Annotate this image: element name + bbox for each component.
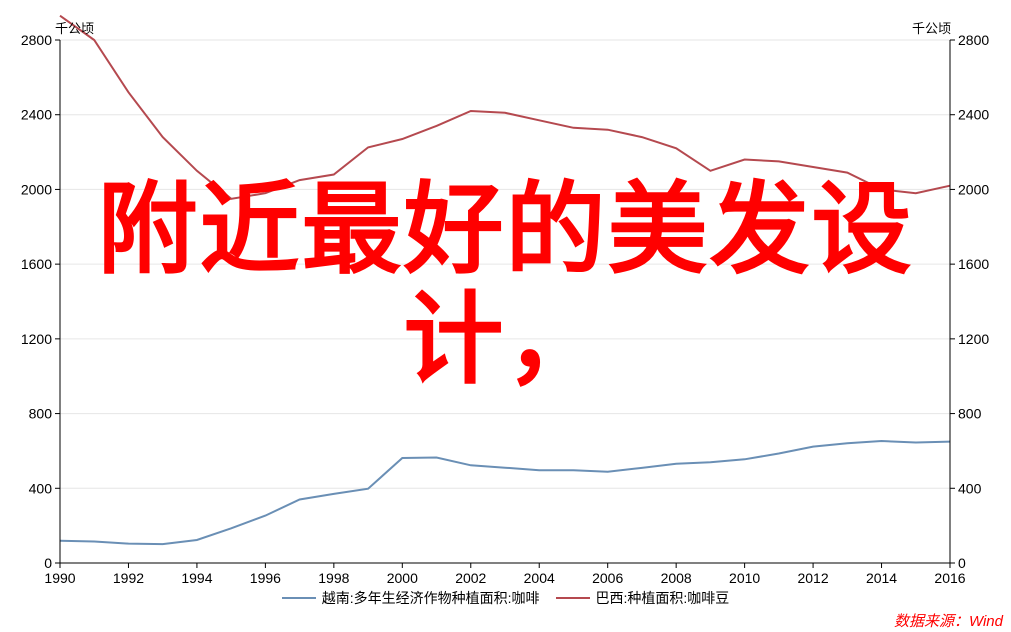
y-tick-label-right: 1600 [958, 256, 989, 272]
x-tick-label: 1998 [318, 570, 349, 586]
y-axis-title-right: 千公顷 [912, 18, 951, 37]
series-line [60, 441, 950, 544]
legend-swatch [282, 597, 316, 599]
x-tick-label: 1996 [250, 570, 281, 586]
x-tick-label: 1994 [181, 570, 212, 586]
legend-swatch [556, 597, 590, 599]
legend-label: 越南:多年生经济作物种植面积:咖啡 [322, 588, 540, 608]
y-tick-label-left: 1200 [21, 331, 52, 347]
x-tick-label: 2002 [455, 570, 486, 586]
data-source-label: 数据来源：Wind [894, 610, 1003, 631]
y-tick-label-right: 400 [958, 480, 982, 496]
line-chart-svg: 0 0 400 400 800 800 1200 1200 1600 1600 2000 2000 24… [0, 0, 1011, 632]
y-axis-title-left: 千公顷 [55, 18, 94, 37]
y-tick-label-left: 2000 [21, 181, 52, 197]
x-tick-label: 2010 [729, 570, 760, 586]
x-tick-label: 2000 [387, 570, 418, 586]
x-tick-label: 2012 [797, 570, 828, 586]
y-tick-label-right: 1200 [958, 331, 989, 347]
y-tick-label-right: 2800 [958, 32, 989, 48]
y-tick-label-left: 2800 [21, 32, 52, 48]
y-tick-label-left: 2400 [21, 107, 52, 123]
x-tick-label: 2016 [934, 570, 965, 586]
legend-item: 巴西:种植面积:咖啡豆 [556, 588, 730, 608]
y-tick-label-left: 0 [44, 555, 52, 571]
chart-legend: 越南:多年生经济作物种植面积:咖啡 巴西:种植面积:咖啡豆 [0, 586, 1011, 608]
chart-container: 0 0 400 400 800 800 1200 1200 1600 1600 2000 2000 24… [0, 0, 1011, 632]
x-tick-label: 2014 [866, 570, 897, 586]
x-tick-label: 2004 [524, 570, 555, 586]
y-tick-label-right: 2400 [958, 107, 989, 123]
y-tick-label-right: 2000 [958, 181, 989, 197]
legend-item: 越南:多年生经济作物种植面积:咖啡 [282, 588, 540, 608]
legend-label: 巴西:种植面积:咖啡豆 [596, 588, 730, 608]
x-tick-label: 2008 [661, 570, 692, 586]
y-tick-label-left: 1600 [21, 256, 52, 272]
y-tick-label-left: 800 [29, 406, 53, 422]
y-tick-label-left: 400 [29, 480, 53, 496]
y-tick-label-right: 800 [958, 406, 982, 422]
x-tick-label: 1990 [44, 570, 75, 586]
x-tick-label: 1992 [113, 570, 144, 586]
y-tick-label-right: 0 [958, 555, 966, 571]
x-tick-label: 2006 [592, 570, 623, 586]
series-line [60, 16, 950, 199]
